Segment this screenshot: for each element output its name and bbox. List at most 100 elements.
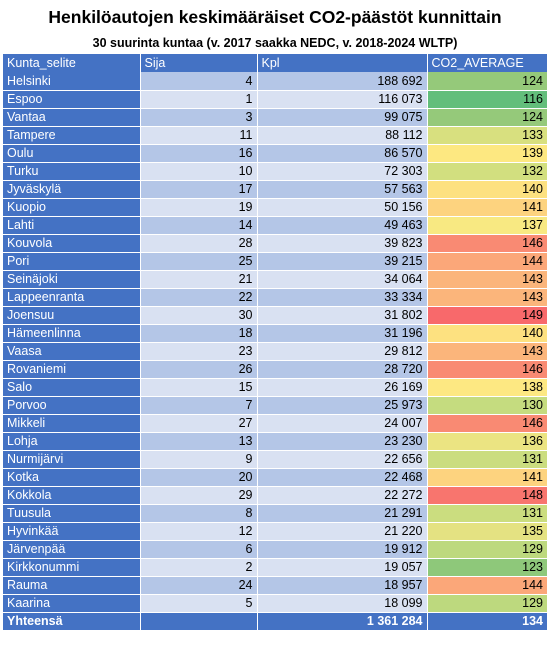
table-row: Tampere 11 88 112 133: [3, 126, 547, 144]
cell-kpl: 99 075: [257, 108, 428, 126]
cell-kunta: Porvoo: [3, 396, 141, 414]
cell-sija: 16: [140, 144, 258, 162]
table-row: Porvoo 7 25 973 130: [3, 396, 547, 414]
cell-kunta: Lappeenranta: [3, 288, 141, 306]
cell-co2: 140: [427, 324, 547, 342]
cell-co2: 135: [427, 522, 547, 540]
cell-kunta: Kaarina: [3, 594, 141, 612]
table-row: Lohja 13 23 230 136: [3, 432, 547, 450]
table-row: Kirkkonummi 2 19 057 123: [3, 558, 547, 576]
cell-co2: 143: [427, 342, 547, 360]
cell-kunta: Kuopio: [3, 198, 141, 216]
cell-co2: 140: [427, 180, 547, 198]
cell-sija: 19: [140, 198, 258, 216]
cell-sija: 28: [140, 234, 258, 252]
cell-sija: 11: [140, 126, 258, 144]
total-kpl: 1 361 284: [257, 612, 428, 630]
total-row: Yhteensä 1 361 284 134: [3, 612, 547, 630]
total-co2: 134: [427, 612, 547, 630]
cell-kpl: 88 112: [257, 126, 428, 144]
table-row: Hyvinkää 12 21 220 135: [3, 522, 547, 540]
table-row: Joensuu 30 31 802 149: [3, 306, 547, 324]
cell-kunta: Joensuu: [3, 306, 141, 324]
cell-co2: 139: [427, 144, 547, 162]
cell-kpl: 49 463: [257, 216, 428, 234]
cell-co2: 129: [427, 540, 547, 558]
cell-kunta: Pori: [3, 252, 141, 270]
cell-kunta: Kokkola: [3, 486, 141, 504]
cell-co2: 124: [427, 108, 547, 126]
header-kunta[interactable]: Kunta_selite: [3, 54, 141, 72]
cell-sija: 21: [140, 270, 258, 288]
cell-sija: 18: [140, 324, 258, 342]
table-row: Kokkola 29 22 272 148: [3, 486, 547, 504]
header-kpl[interactable]: Kpl: [257, 54, 428, 72]
table-row: Helsinki 4 188 692 124: [3, 72, 547, 90]
cell-co2: 148: [427, 486, 547, 504]
cell-kpl: 28 720: [257, 360, 428, 378]
cell-kpl: 31 802: [257, 306, 428, 324]
table-row: Salo 15 26 169 138: [3, 378, 547, 396]
cell-kunta: Hämeenlinna: [3, 324, 141, 342]
cell-kunta: Lohja: [3, 432, 141, 450]
cell-kpl: 19 912: [257, 540, 428, 558]
total-sija: [140, 612, 258, 630]
table-row: Hämeenlinna 18 31 196 140: [3, 324, 547, 342]
cell-kunta: Seinäjoki: [3, 270, 141, 288]
header-sija[interactable]: Sija: [140, 54, 258, 72]
cell-kunta: Salo: [3, 378, 141, 396]
cell-kpl: 21 220: [257, 522, 428, 540]
cell-sija: 26: [140, 360, 258, 378]
cell-kunta: Hyvinkää: [3, 522, 141, 540]
cell-kpl: 39 823: [257, 234, 428, 252]
cell-co2: 133: [427, 126, 547, 144]
cell-kpl: 22 272: [257, 486, 428, 504]
cell-sija: 27: [140, 414, 258, 432]
table-row: Mikkeli 27 24 007 146: [3, 414, 547, 432]
cell-kpl: 116 073: [257, 90, 428, 108]
header-co2[interactable]: CO2_AVERAGE: [427, 54, 547, 72]
table-row: Lappeenranta 22 33 334 143: [3, 288, 547, 306]
cell-co2: 136: [427, 432, 547, 450]
cell-kunta: Vaasa: [3, 342, 141, 360]
table-row: Kotka 20 22 468 141: [3, 468, 547, 486]
cell-co2: 149: [427, 306, 547, 324]
page-subtitle: 30 suurinta kuntaa (v. 2017 saakka NEDC,…: [92, 36, 458, 50]
cell-kunta: Oulu: [3, 144, 141, 162]
cell-sija: 4: [140, 72, 258, 90]
cell-kpl: 57 563: [257, 180, 428, 198]
cell-kpl: 21 291: [257, 504, 428, 522]
table-row: Nurmijärvi 9 22 656 131: [3, 450, 547, 468]
cell-kunta: Nurmijärvi: [3, 450, 141, 468]
cell-kpl: 33 334: [257, 288, 428, 306]
header-row: Kunta_selite Sija Kpl CO2_AVERAGE: [3, 54, 547, 72]
cell-sija: 23: [140, 342, 258, 360]
cell-sija: 9: [140, 450, 258, 468]
cell-sija: 3: [140, 108, 258, 126]
cell-kunta: Järvenpää: [3, 540, 141, 558]
cell-sija: 10: [140, 162, 258, 180]
cell-kunta: Helsinki: [3, 72, 141, 90]
cell-kpl: 19 057: [257, 558, 428, 576]
cell-kpl: 18 099: [257, 594, 428, 612]
cell-sija: 20: [140, 468, 258, 486]
total-label: Yhteensä: [3, 612, 141, 630]
cell-sija: 17: [140, 180, 258, 198]
cell-kpl: 50 156: [257, 198, 428, 216]
cell-kunta: Espoo: [3, 90, 141, 108]
cell-co2: 144: [427, 252, 547, 270]
table-row: Tuusula 8 21 291 131: [3, 504, 547, 522]
cell-kpl: 23 230: [257, 432, 428, 450]
cell-sija: 13: [140, 432, 258, 450]
cell-co2: 143: [427, 270, 547, 288]
cell-co2: 123: [427, 558, 547, 576]
cell-sija: 22: [140, 288, 258, 306]
cell-co2: 124: [427, 72, 547, 90]
cell-kpl: 26 169: [257, 378, 428, 396]
cell-kunta: Mikkeli: [3, 414, 141, 432]
cell-co2: 146: [427, 234, 547, 252]
cell-kpl: 86 570: [257, 144, 428, 162]
cell-sija: 2: [140, 558, 258, 576]
table-row: Vantaa 3 99 075 124: [3, 108, 547, 126]
cell-co2: 116: [427, 90, 547, 108]
